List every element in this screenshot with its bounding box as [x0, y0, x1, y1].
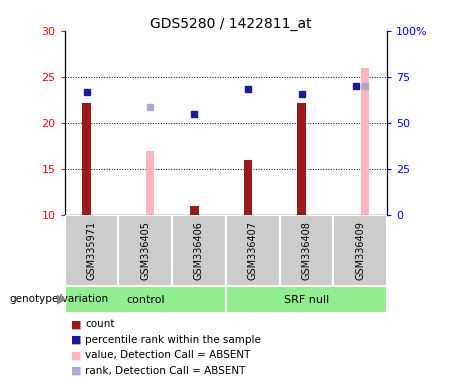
Bar — [190, 206, 199, 215]
Text: SRF null: SRF null — [284, 295, 329, 305]
Text: value, Detection Call = ABSENT: value, Detection Call = ABSENT — [85, 350, 251, 360]
Text: ■: ■ — [71, 319, 82, 329]
Bar — [297, 103, 306, 215]
Bar — [172, 215, 226, 286]
Text: percentile rank within the sample: percentile rank within the sample — [85, 335, 261, 345]
Text: GSM336407: GSM336407 — [248, 221, 258, 280]
Text: ▶: ▶ — [58, 292, 67, 305]
Text: control: control — [126, 295, 165, 305]
Bar — [333, 215, 387, 286]
Bar — [361, 68, 369, 215]
Bar — [226, 215, 280, 286]
Text: GSM336409: GSM336409 — [355, 221, 366, 280]
Bar — [146, 151, 154, 215]
Text: rank, Detection Call = ABSENT: rank, Detection Call = ABSENT — [85, 366, 246, 376]
Text: ■: ■ — [71, 350, 82, 360]
Text: GSM336405: GSM336405 — [140, 221, 150, 280]
Text: GDS5280 / 1422811_at: GDS5280 / 1422811_at — [150, 17, 311, 31]
Bar — [226, 286, 387, 313]
Bar — [83, 103, 91, 215]
Text: ■: ■ — [71, 366, 82, 376]
Text: GSM335971: GSM335971 — [86, 221, 96, 280]
Text: genotype/variation: genotype/variation — [9, 294, 108, 304]
Bar — [280, 215, 333, 286]
Bar — [118, 215, 172, 286]
Text: count: count — [85, 319, 115, 329]
Text: GSM336408: GSM336408 — [301, 221, 312, 280]
Bar — [65, 215, 118, 286]
Bar — [65, 286, 226, 313]
Text: GSM336406: GSM336406 — [194, 221, 204, 280]
Bar — [244, 160, 253, 215]
Text: ■: ■ — [71, 335, 82, 345]
